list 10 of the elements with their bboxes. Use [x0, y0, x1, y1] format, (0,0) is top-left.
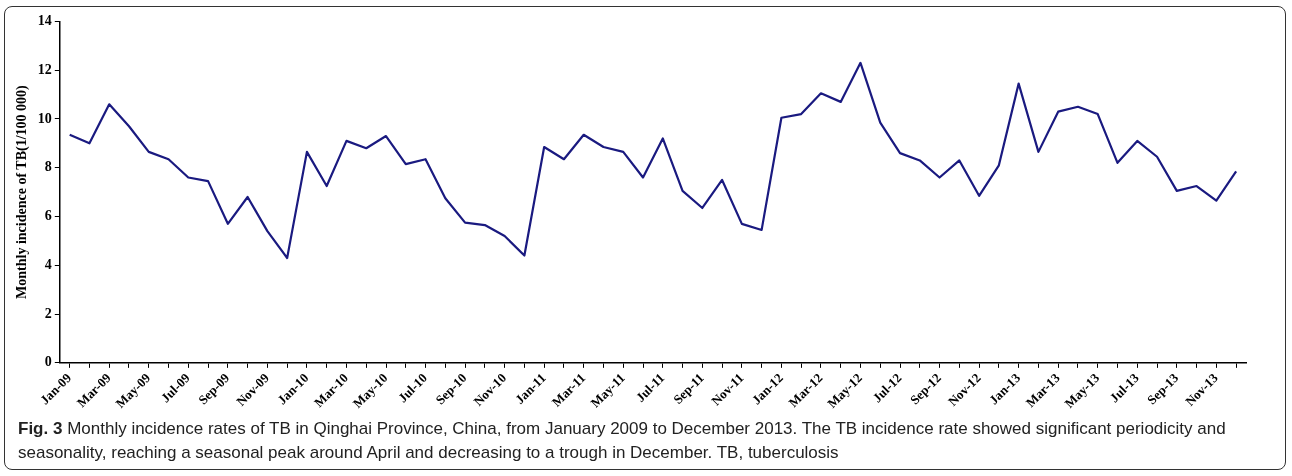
y-axis-title: Monthly incidence of TB(1/100 000) — [14, 84, 31, 299]
y-tick-label: 8 — [44, 159, 52, 175]
y-tick-label: 14 — [37, 13, 52, 29]
y-tick-label: 10 — [37, 110, 52, 126]
y-tick-label: 4 — [44, 256, 52, 272]
y-tick-label: 0 — [44, 354, 52, 370]
y-tick-label: 2 — [44, 305, 52, 321]
y-tick-label: 6 — [44, 208, 52, 224]
y-tick-label: 12 — [37, 61, 52, 77]
caption: Fig. 3 Monthly incidence rates of TB in Qinghai Province, China, from January 2009 to December 2013. The TB incidence rate showed significant periodicity and seasonality, reaching a seasonal peak around April and decreasing to a trough in December. TB, tuberculosis — [18, 418, 1227, 464]
